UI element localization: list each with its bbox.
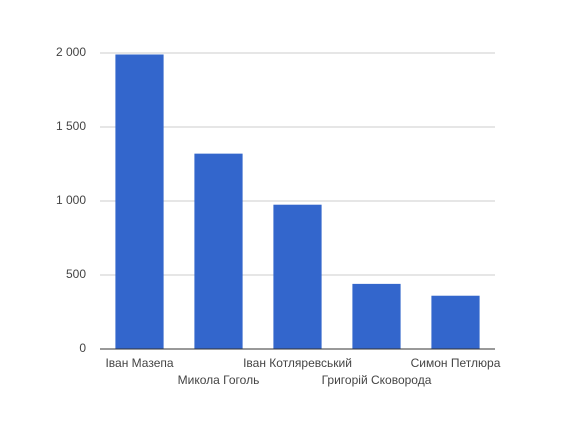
x-tick-label: Іван Мазепа bbox=[105, 356, 173, 370]
y-tick-label: 500 bbox=[66, 267, 86, 281]
bar bbox=[352, 283, 401, 349]
x-tick-label: Іван Котляревський bbox=[243, 356, 352, 370]
bar bbox=[273, 204, 322, 349]
x-tick-label: Микола Гоголь bbox=[178, 373, 260, 387]
y-tick-label: 1 000 bbox=[56, 193, 86, 207]
y-tick-label: 1 500 bbox=[56, 119, 86, 133]
x-tick-label: Григорій Сковорода bbox=[322, 373, 432, 387]
bar bbox=[431, 295, 480, 349]
bar bbox=[115, 54, 164, 349]
x-tick-label: Симон Петлюра bbox=[411, 356, 501, 370]
bar bbox=[194, 153, 243, 349]
y-tick-label: 2 000 bbox=[56, 45, 86, 59]
y-tick-label: 0 bbox=[79, 341, 86, 355]
